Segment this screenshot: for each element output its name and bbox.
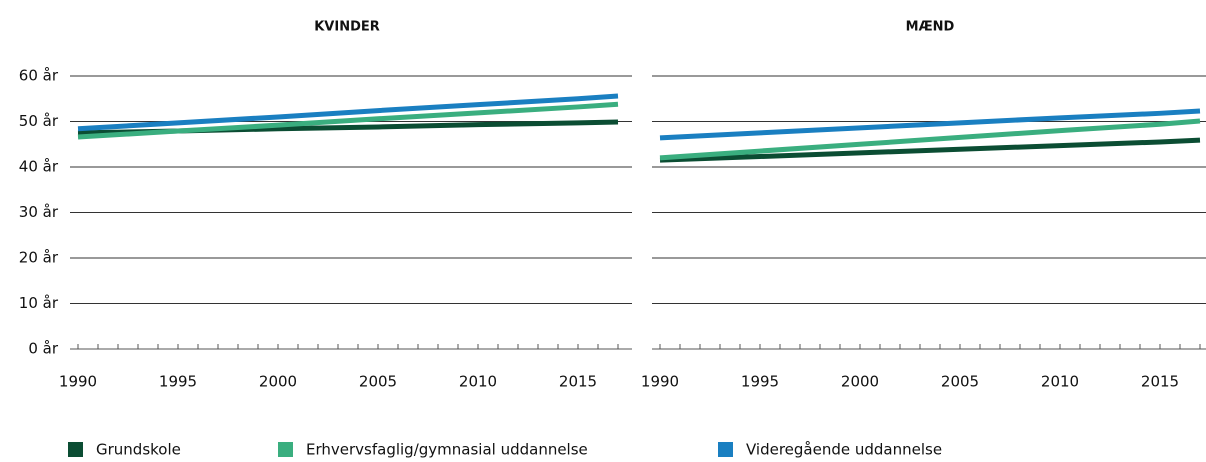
x-tick-label: 1990 [59, 373, 97, 391]
y-tick-label: 30 år [19, 203, 59, 221]
legend-swatch [278, 442, 293, 457]
x-tick-label: 2010 [459, 373, 497, 391]
chart-title: MÆND [906, 20, 955, 35]
legend-label: Grundskole [96, 441, 181, 459]
x-tick-label: 2015 [1141, 373, 1179, 391]
data-line [77, 93, 619, 132]
legend-label: Videregående uddannelse [746, 441, 942, 459]
y-tick-label: 50 år [19, 112, 59, 130]
x-tick-label: 2005 [941, 373, 979, 391]
x-tick-label: 2015 [559, 373, 597, 391]
x-tick-label: 1995 [159, 373, 197, 391]
y-tick-label: 60 år [19, 67, 59, 85]
data-line [77, 101, 619, 140]
data-line [659, 137, 1201, 163]
x-tick-label: 2010 [1041, 373, 1079, 391]
x-tick-label: 2005 [359, 373, 397, 391]
y-tick-label: 10 år [19, 294, 59, 312]
chart-title: KVINDER [314, 20, 380, 35]
legend-swatch [68, 442, 83, 457]
legend-label: Erhvervsfaglig/gymnasial uddannelse [306, 441, 588, 459]
y-tick-label: 0 år [28, 340, 59, 358]
x-tick-label: 1995 [741, 373, 779, 391]
y-tick-label: 20 år [19, 249, 59, 267]
x-tick-label: 2000 [259, 373, 297, 391]
legend-swatch [718, 442, 733, 457]
data-line [659, 108, 1201, 141]
y-tick-label: 40 år [19, 158, 59, 176]
data-line [659, 118, 1201, 161]
x-tick-label: 1990 [641, 373, 679, 391]
x-tick-label: 2000 [841, 373, 879, 391]
